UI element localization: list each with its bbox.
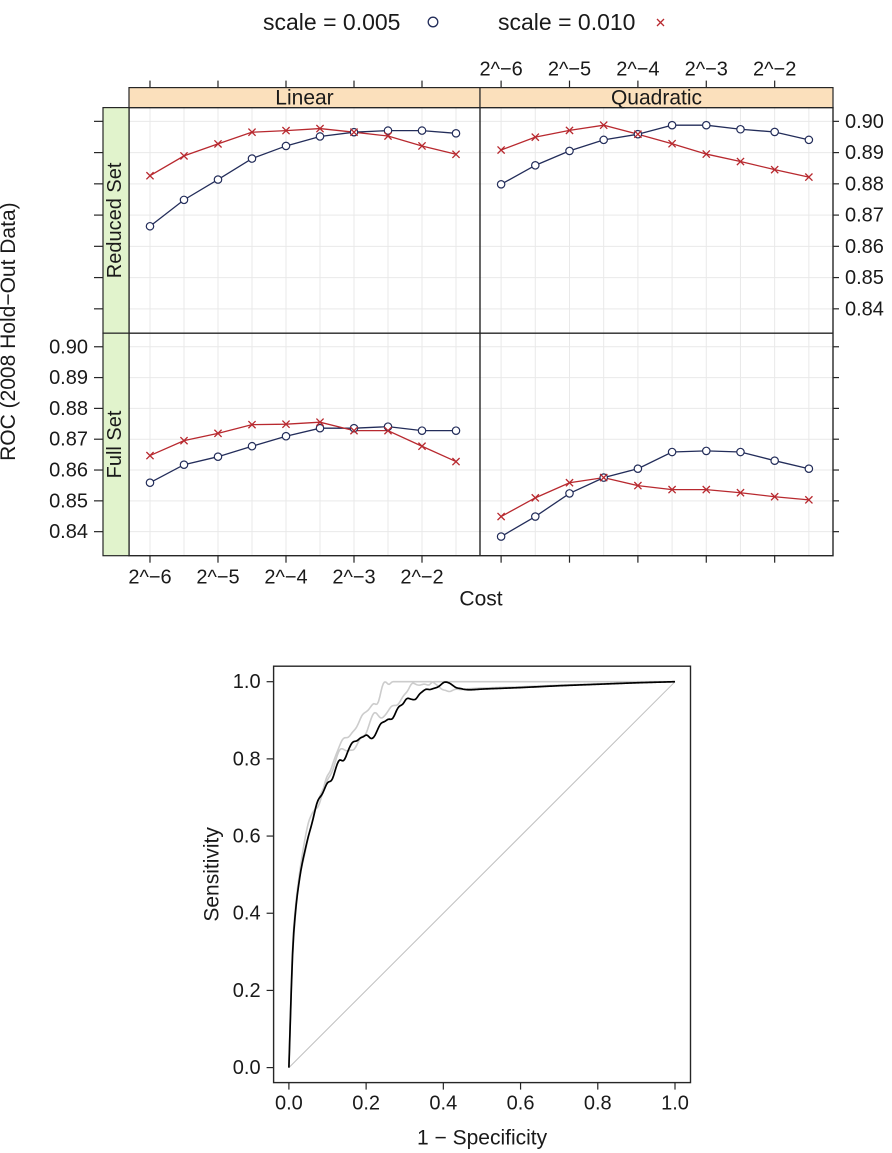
svg-text:Linear: Linear [275, 86, 333, 109]
svg-text:2^−6: 2^−6 [479, 59, 522, 81]
svg-text:0.2: 0.2 [352, 1093, 380, 1115]
svg-text:0.0: 0.0 [233, 1057, 261, 1079]
svg-text:1.0: 1.0 [661, 1093, 689, 1115]
svg-text:Full Set: Full Set [104, 410, 126, 478]
svg-text:0.6: 0.6 [507, 1093, 535, 1115]
svg-text:Cost: Cost [459, 588, 502, 611]
svg-text:2^−3: 2^−3 [685, 59, 728, 81]
svg-text:2^−6: 2^−6 [128, 567, 171, 589]
svg-text:2^−4: 2^−4 [616, 59, 659, 81]
svg-text:0.86: 0.86 [845, 236, 884, 258]
svg-text:2^−2: 2^−2 [400, 567, 443, 589]
svg-text:0.89: 0.89 [845, 142, 884, 164]
svg-text:0.86: 0.86 [49, 460, 88, 482]
svg-text:0.8: 0.8 [584, 1093, 612, 1115]
svg-text:0.87: 0.87 [49, 429, 88, 451]
svg-text:scale = 0.010: scale = 0.010 [498, 9, 635, 35]
svg-text:0.88: 0.88 [845, 173, 884, 195]
svg-text:0.90: 0.90 [49, 336, 88, 358]
svg-text:0.85: 0.85 [845, 267, 884, 289]
svg-text:0.6: 0.6 [233, 826, 261, 848]
svg-text:2^−4: 2^−4 [264, 567, 307, 589]
svg-text:1 − Specificity: 1 − Specificity [417, 1127, 548, 1150]
svg-text:0.84: 0.84 [49, 521, 88, 543]
svg-text:Sensitivity: Sensitivity [201, 827, 224, 922]
svg-text:0.85: 0.85 [49, 490, 88, 512]
svg-text:0.87: 0.87 [845, 205, 884, 227]
svg-text:2^−5: 2^−5 [548, 59, 591, 81]
svg-text:Quadratic: Quadratic [611, 86, 702, 109]
svg-text:0.89: 0.89 [49, 367, 88, 389]
svg-text:0.8: 0.8 [233, 748, 261, 770]
svg-text:2^−5: 2^−5 [196, 567, 239, 589]
svg-text:1.0: 1.0 [233, 671, 261, 693]
svg-text:0.84: 0.84 [845, 298, 884, 320]
svg-text:0.0: 0.0 [275, 1093, 303, 1115]
svg-text:0.2: 0.2 [233, 980, 261, 1002]
svg-text:0.88: 0.88 [49, 398, 88, 420]
svg-text:scale = 0.005: scale = 0.005 [263, 9, 400, 35]
svg-text:2^−3: 2^−3 [332, 567, 375, 589]
svg-text:ROC (2008 Hold−Out Data): ROC (2008 Hold−Out Data) [0, 202, 20, 461]
svg-text:0.4: 0.4 [233, 903, 261, 925]
svg-text:0.4: 0.4 [429, 1093, 457, 1115]
svg-text:0.90: 0.90 [845, 111, 884, 133]
svg-text:2^−2: 2^−2 [753, 59, 796, 81]
svg-text:Reduced Set: Reduced Set [104, 162, 126, 278]
